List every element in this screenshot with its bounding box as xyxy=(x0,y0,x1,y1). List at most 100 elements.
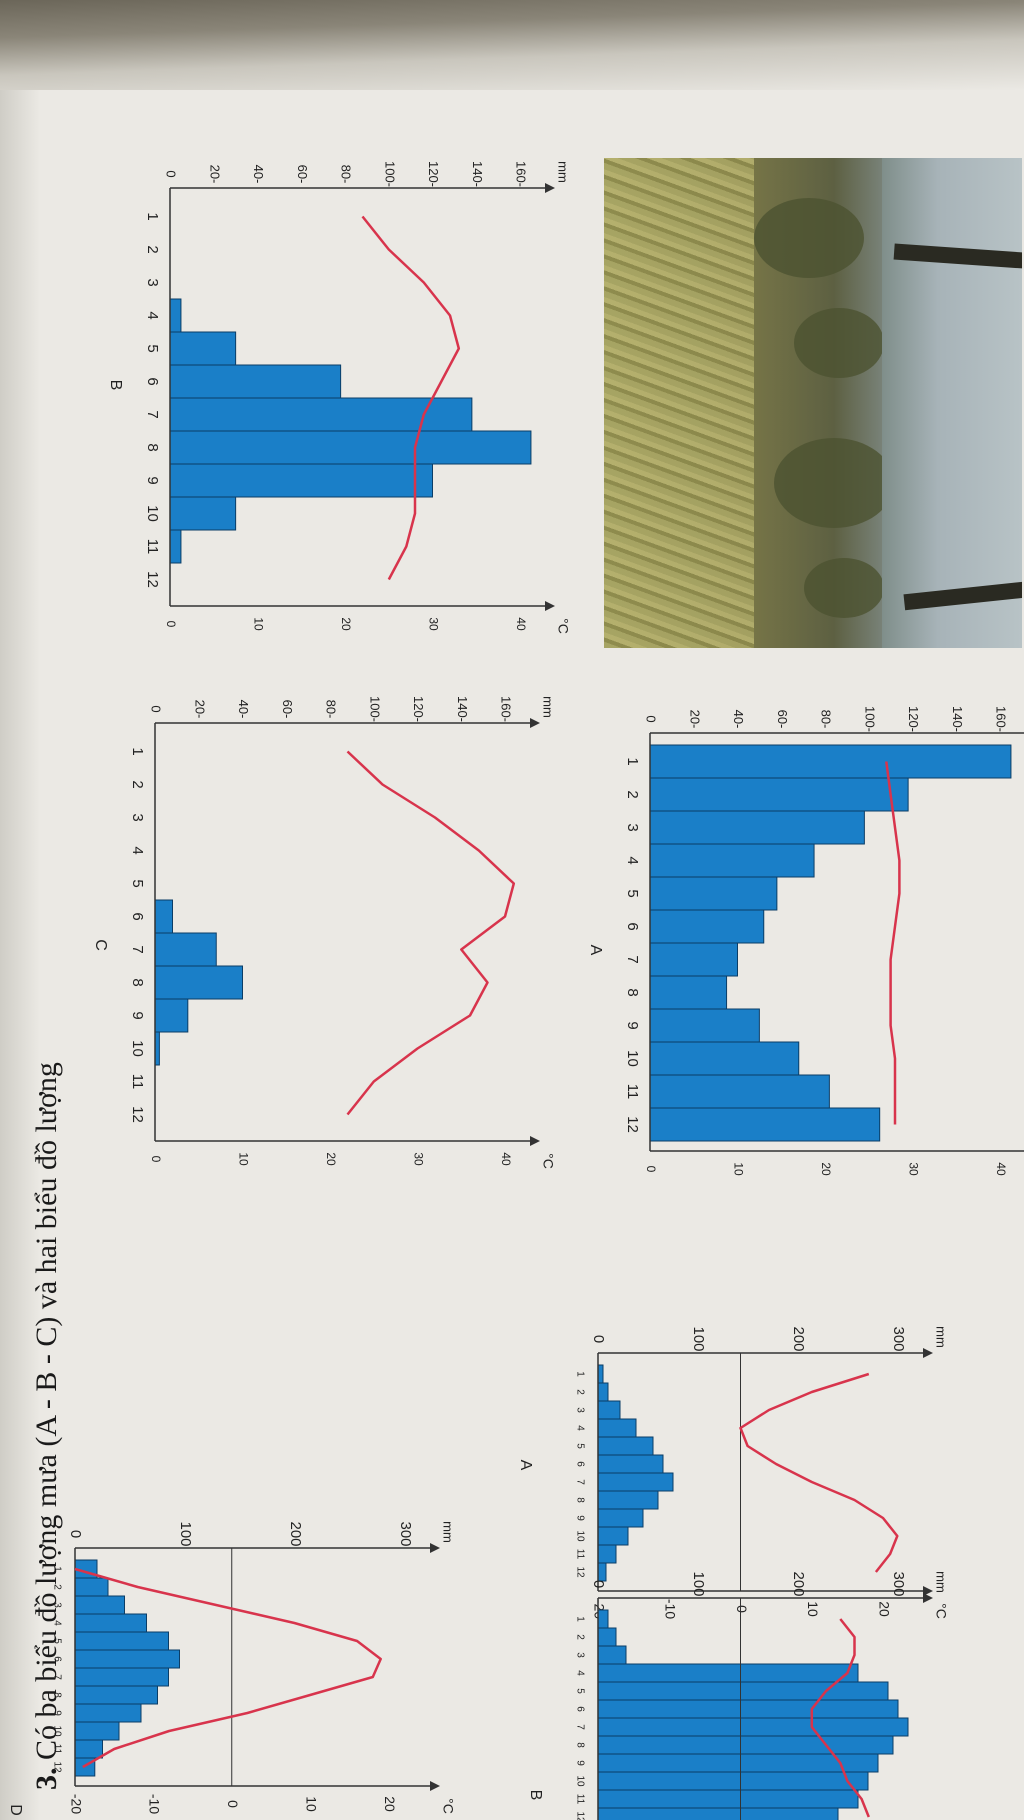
temperature-line xyxy=(346,750,516,1116)
month-tick-label: 7 xyxy=(574,1724,585,1730)
temp-tick-label: 40 xyxy=(514,617,528,631)
temp-axis-arrow xyxy=(530,1136,540,1146)
chart-6: 0 100 200 300-20 -10 0 10 20mm°C123456789101112… xyxy=(7,1521,457,1816)
rain-bar xyxy=(649,876,778,911)
temp-axis-arrow xyxy=(923,1586,933,1596)
rain-bar xyxy=(169,430,532,465)
question-text: Có ba biểu đồ lượng mưa (A - B - C) và h… xyxy=(30,1062,63,1760)
rain-bar xyxy=(649,810,865,845)
rain-tick-label: 0 xyxy=(590,1335,607,1343)
temp-tick-label: 10 xyxy=(236,1152,250,1166)
month-tick-label: 9 xyxy=(574,1760,585,1766)
month-tick-label: 10 xyxy=(574,1775,585,1787)
rain-tick-label: 40- xyxy=(251,165,266,184)
month-tick-label: 5 xyxy=(51,1638,62,1644)
temp-tick-label: 20 xyxy=(324,1152,338,1166)
rain-bar xyxy=(169,364,342,399)
month-tick-label: 7 xyxy=(51,1674,62,1680)
rain-bar xyxy=(154,998,189,1033)
rain-bar xyxy=(597,1771,869,1791)
rain-tick-label: 20- xyxy=(192,700,207,719)
month-tick-label: 1 xyxy=(51,1566,62,1572)
rain-tick-label: 20- xyxy=(687,710,702,729)
month-tick-label: 8 xyxy=(129,978,146,986)
rain-bar xyxy=(649,975,728,1010)
temperature-line xyxy=(361,215,461,581)
rain-tick-label: 300 xyxy=(890,1326,907,1351)
rain-bar xyxy=(74,1703,142,1723)
month-tick-label: 8 xyxy=(624,988,641,996)
chart-title: B xyxy=(107,380,124,391)
rain-bar xyxy=(74,1721,120,1741)
rain-unit-label: mm xyxy=(934,1571,949,1593)
month-tick-label: 4 xyxy=(51,1620,62,1626)
temp-tick-label: 0 xyxy=(149,1156,163,1163)
rain-bar xyxy=(649,1074,830,1109)
rain-bar xyxy=(597,1681,889,1701)
month-tick-label: 8 xyxy=(574,1497,585,1503)
month-tick-label: 6 xyxy=(574,1706,585,1712)
month-tick-label: 11 xyxy=(574,1794,585,1805)
rain-bar xyxy=(74,1667,169,1687)
rain-unit-label: mm xyxy=(556,161,571,183)
rain-bar xyxy=(649,1107,881,1142)
temp-unit-label: °C xyxy=(555,618,571,634)
rain-tick-label: 0 xyxy=(67,1530,84,1538)
month-tick-label: 3 xyxy=(129,813,146,821)
temp-tick-label: -10 xyxy=(147,1794,163,1814)
rain-bar xyxy=(597,1717,909,1737)
temperature-line xyxy=(74,1567,382,1769)
rain-bar xyxy=(169,529,182,564)
rain-tick-label: 0 xyxy=(590,1580,607,1588)
month-tick-label: 5 xyxy=(574,1688,585,1694)
rain-bar xyxy=(597,1735,894,1755)
month-tick-label: 11 xyxy=(624,1084,641,1100)
month-tick-label: 9 xyxy=(574,1515,585,1521)
rain-tick-label: 0 xyxy=(164,170,179,177)
temp-unit-label: °C xyxy=(540,1153,556,1169)
month-tick-label: 7 xyxy=(144,410,161,418)
month-tick-label: 5 xyxy=(144,344,161,352)
rain-bar xyxy=(597,1472,674,1492)
rain-bar xyxy=(597,1645,627,1665)
rain-bar xyxy=(169,331,237,366)
rain-bar xyxy=(649,909,765,944)
rain-bar xyxy=(649,942,738,977)
rain-tick-label: 160- xyxy=(514,161,529,187)
rain-tick-label: 80- xyxy=(339,165,354,184)
rain-tick-label: 300 xyxy=(397,1521,414,1546)
rain-bar xyxy=(154,965,243,1000)
chart-2: 0 20- 40- 60- 80- 100- 120- 140- 160- 0 10 20 30 40 mm… xyxy=(107,161,572,634)
temp-tick-label: -10 xyxy=(663,1599,679,1619)
rain-bar xyxy=(74,1739,103,1759)
month-tick-label: 5 xyxy=(624,889,641,897)
chart-title: D xyxy=(7,1804,24,1816)
rain-tick-label: 100- xyxy=(862,706,877,732)
rain-tick-label: 200 xyxy=(790,1326,807,1351)
rain-bar xyxy=(597,1807,839,1820)
temp-tick-label: 20 xyxy=(819,1162,833,1176)
temp-tick-label: 20 xyxy=(382,1796,398,1812)
month-tick-label: 8 xyxy=(51,1692,62,1698)
chart-title: A xyxy=(587,945,604,956)
month-tick-label: 12 xyxy=(624,1116,641,1133)
rain-tick-label: 60- xyxy=(295,165,310,184)
rain-bar xyxy=(74,1577,109,1597)
rain-bar xyxy=(597,1382,609,1402)
temp-tick-label: 0 xyxy=(225,1800,241,1808)
month-tick-label: 7 xyxy=(574,1479,585,1485)
rain-axis-arrow xyxy=(530,718,540,728)
rain-bar xyxy=(597,1490,659,1510)
month-tick-label: 9 xyxy=(51,1710,62,1716)
month-tick-label: 3 xyxy=(51,1602,62,1608)
month-tick-label: 4 xyxy=(129,846,146,854)
month-tick-label: 10 xyxy=(144,505,161,522)
rain-bar xyxy=(154,932,217,967)
temperature-line xyxy=(739,1372,899,1573)
rain-tick-label: 120- xyxy=(906,706,921,732)
rain-tick-label: 300 xyxy=(890,1571,907,1596)
temp-tick-label: 30 xyxy=(906,1162,920,1176)
rain-unit-label: mm xyxy=(934,1326,949,1348)
rain-tick-label: 120- xyxy=(411,696,426,722)
month-tick-label: 9 xyxy=(624,1021,641,1029)
